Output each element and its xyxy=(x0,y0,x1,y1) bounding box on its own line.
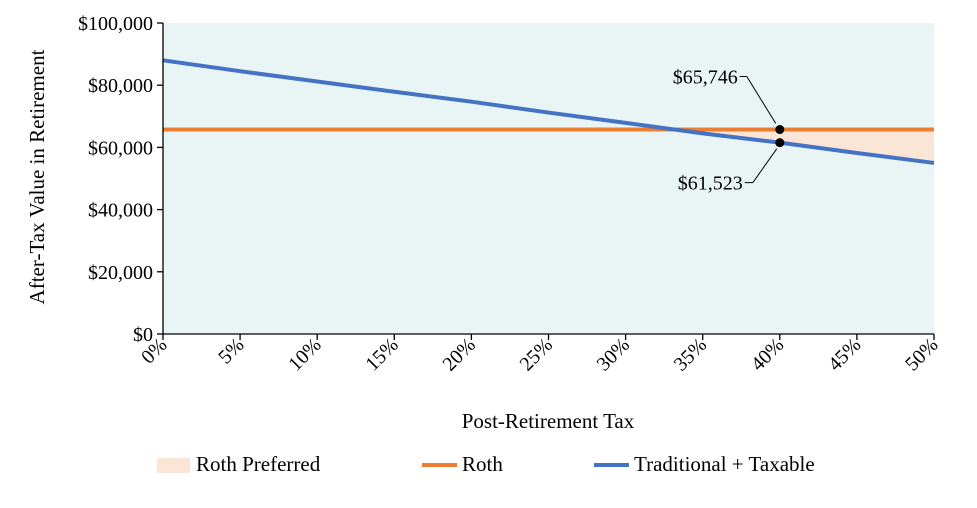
y-tick-label: $60,000 xyxy=(88,137,153,159)
x-tick-label: 45% xyxy=(824,334,865,375)
plot-background xyxy=(163,23,934,334)
annotation-point-roth xyxy=(775,125,785,135)
x-tick-label: 20% xyxy=(438,334,479,375)
x-tick-label: 30% xyxy=(593,334,634,375)
legend-swatch-roth-preferred xyxy=(157,458,190,473)
y-axis-ticks: $0 $20,000 $40,000 $60,000 $80,000 $100,000 xyxy=(78,13,163,346)
annotations: $65,746 $61,523 xyxy=(673,67,785,195)
legend-label-roth-preferred: Roth Preferred xyxy=(196,452,321,476)
x-tick-label: 50% xyxy=(901,334,942,375)
annotation-leader-bottom xyxy=(744,148,778,184)
y-axis-title: After-Tax Value in Retirement xyxy=(25,49,49,304)
y-tick-label: $0 xyxy=(133,324,153,346)
y-tick-label: $100,000 xyxy=(78,13,153,35)
y-tick-label: $80,000 xyxy=(88,75,153,97)
x-tick-label: 15% xyxy=(361,334,402,375)
x-tick-label: 25% xyxy=(516,334,557,375)
legend-label-traditional-taxable: Traditional + Taxable xyxy=(634,452,815,476)
x-tick-label: 10% xyxy=(284,334,325,375)
annotation-label-roth: $65,746 xyxy=(673,67,738,89)
x-tick-label: 40% xyxy=(747,334,788,375)
annotation-leader-top xyxy=(739,76,777,124)
x-tick-label: 35% xyxy=(670,334,711,375)
x-axis-title: Post-Retirement Tax xyxy=(462,409,635,433)
legend-label-roth: Roth xyxy=(462,452,503,476)
legend: Roth Preferred Roth Traditional + Taxabl… xyxy=(157,452,815,476)
y-tick-label: $40,000 xyxy=(88,200,153,222)
x-axis-ticks: 0% 5% 10% 15% 20% 25% 30% 35% 40% 45% 50% xyxy=(137,334,942,375)
y-tick-label: $20,000 xyxy=(88,262,153,284)
x-tick-label: 5% xyxy=(214,334,248,368)
annotation-label-traditional: $61,523 xyxy=(678,173,743,195)
annotation-point-traditional xyxy=(775,138,785,148)
traditional-taxable-line xyxy=(162,58,935,165)
